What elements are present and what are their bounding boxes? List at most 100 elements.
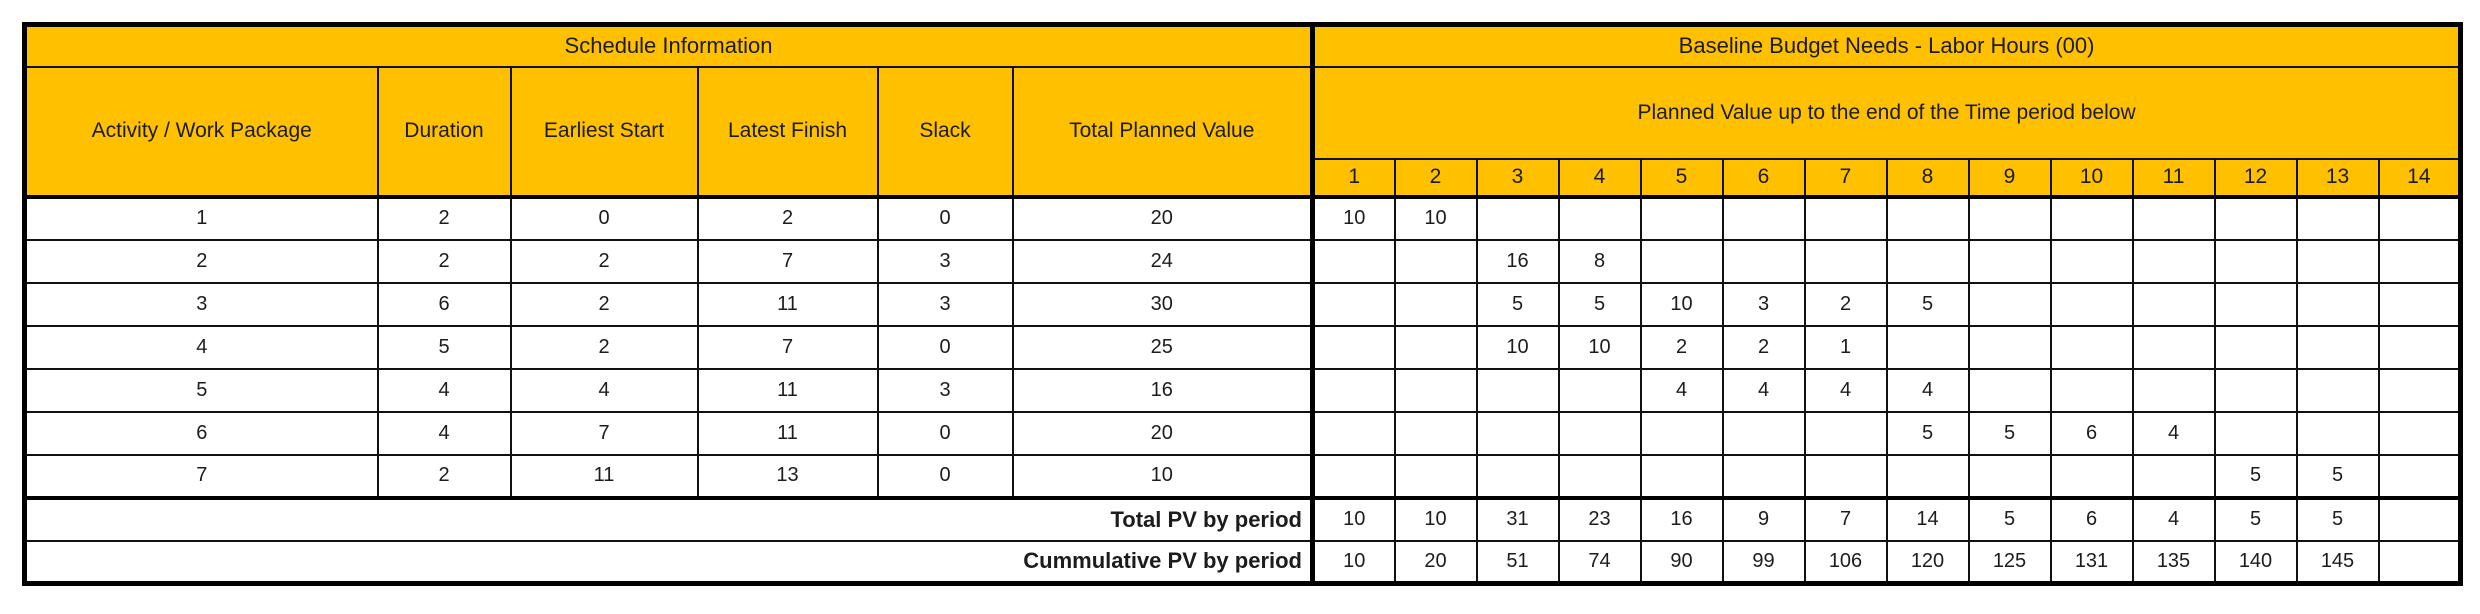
- total-pv-cell-9: 5: [1967, 495, 2052, 542]
- cell-activity: 5: [23, 367, 379, 413]
- cell-duration: 4: [376, 410, 512, 456]
- cell-period-8: [1885, 324, 1970, 370]
- cell-period-14: [2377, 367, 2462, 413]
- cell-period-10: [2049, 367, 2134, 413]
- cell-period-7: [1803, 453, 1888, 499]
- cell-period-11: [2131, 238, 2216, 284]
- cell-period-3: [1475, 410, 1560, 456]
- cell-period-6: [1721, 410, 1806, 456]
- cell-period-4: [1557, 195, 1642, 241]
- cell-period-13: [2295, 367, 2380, 413]
- cell-period-7: 4: [1803, 367, 1888, 413]
- total-pv-cell-14: [2377, 495, 2462, 542]
- col-header-slack: Slack: [876, 65, 1014, 199]
- cell-period-10: [2049, 281, 2134, 327]
- col-header-total-planned-value: Total Planned Value: [1011, 65, 1314, 199]
- period-header: 12: [2213, 157, 2298, 199]
- total-pv-cell-10: 6: [2049, 495, 2134, 542]
- period-header: 10: [2049, 157, 2134, 199]
- total-pv-label: Total PV by period: [23, 495, 1314, 542]
- cell-duration: 2: [376, 195, 512, 241]
- cell-period-2: [1393, 410, 1478, 456]
- cell-period-2: [1393, 367, 1478, 413]
- cell-period-6: 4: [1721, 367, 1806, 413]
- cell-period-7: 1: [1803, 324, 1888, 370]
- cell-activity: 4: [23, 324, 379, 370]
- cumulative-pv-cell-10: 131: [2049, 539, 2134, 585]
- cell-period-8: 4: [1885, 367, 1970, 413]
- cell-period-3: [1475, 453, 1560, 499]
- cell-period-5: 2: [1639, 324, 1724, 370]
- cumulative-pv-cell-1: 10: [1310, 539, 1396, 585]
- activity-row: 7 2 11 13 0 10 5 5: [23, 453, 2462, 499]
- cumulative-pv-row: Cummulative PV by period 10 20 51 74 90 99 106 1…: [23, 539, 2462, 585]
- cell-period-6: [1721, 238, 1806, 284]
- cell-period-2: [1393, 281, 1478, 327]
- cell-total-planned-value: 24: [1011, 238, 1314, 284]
- period-header: 14: [2377, 157, 2462, 199]
- cell-period-9: [1967, 324, 2052, 370]
- cell-period-10: 6: [2049, 410, 2134, 456]
- activity-row: 6 4 7 11 0 20 5 5 6 4: [23, 410, 2462, 456]
- cell-period-1: 10: [1310, 195, 1396, 241]
- cell-period-5: [1639, 453, 1724, 499]
- cell-latest-finish: 11: [696, 410, 879, 456]
- cell-period-11: [2131, 367, 2216, 413]
- period-header: 7: [1803, 157, 1888, 199]
- cell-total-planned-value: 20: [1011, 410, 1314, 456]
- activity-row: 4 5 2 7 0 25 10 10 2 2 1: [23, 324, 2462, 370]
- cell-earliest-start: 2: [509, 238, 699, 284]
- cell-period-14: [2377, 453, 2462, 499]
- cell-period-12: [2213, 195, 2298, 241]
- cell-slack: 3: [876, 281, 1014, 327]
- total-pv-cell-2: 10: [1393, 495, 1478, 542]
- cell-period-12: [2213, 324, 2298, 370]
- cell-period-10: [2049, 195, 2134, 241]
- cell-duration: 4: [376, 367, 512, 413]
- cell-period-4: [1557, 453, 1642, 499]
- total-pv-cell-3: 31: [1475, 495, 1560, 542]
- cell-activity: 3: [23, 281, 379, 327]
- cell-period-4: 8: [1557, 238, 1642, 284]
- cell-period-7: [1803, 410, 1888, 456]
- cell-period-13: [2295, 410, 2380, 456]
- cell-period-9: [1967, 238, 2052, 284]
- cell-period-9: [1967, 367, 2052, 413]
- cell-period-8: 5: [1885, 410, 1970, 456]
- cumulative-pv-cell-14: [2377, 539, 2462, 585]
- cell-period-1: [1310, 410, 1396, 456]
- cell-period-5: [1639, 238, 1724, 284]
- cell-period-13: [2295, 238, 2380, 284]
- total-pv-cell-8: 14: [1885, 495, 1970, 542]
- cell-period-11: [2131, 195, 2216, 241]
- activity-row: 3 6 2 11 3 30 5 5 10 3 2 5: [23, 281, 2462, 327]
- cell-period-3: [1475, 367, 1560, 413]
- section-title-row: Schedule Information Baseline Budget Nee…: [23, 23, 2462, 68]
- cell-period-7: 2: [1803, 281, 1888, 327]
- cell-period-8: [1885, 195, 1970, 241]
- cell-total-planned-value: 10: [1011, 453, 1314, 499]
- cell-period-9: [1967, 453, 2052, 499]
- cell-slack: 0: [876, 453, 1014, 499]
- cell-period-1: [1310, 281, 1396, 327]
- total-pv-cell-5: 16: [1639, 495, 1724, 542]
- cumulative-pv-cell-2: 20: [1393, 539, 1478, 585]
- total-pv-cell-13: 5: [2295, 495, 2380, 542]
- cell-total-planned-value: 25: [1011, 324, 1314, 370]
- cell-period-2: [1393, 238, 1478, 284]
- cell-period-7: [1803, 238, 1888, 284]
- cell-earliest-start: 11: [509, 453, 699, 499]
- period-header: 9: [1967, 157, 2052, 199]
- cell-period-10: [2049, 453, 2134, 499]
- cell-total-planned-value: 30: [1011, 281, 1314, 327]
- cumulative-pv-cell-6: 99: [1721, 539, 1806, 585]
- cell-period-14: [2377, 238, 2462, 284]
- period-header: 11: [2131, 157, 2216, 199]
- cell-period-6: [1721, 195, 1806, 241]
- period-header-row: 1 2 3 4 5 6 7 8 9 10 11 12 13 14: [25, 157, 2462, 199]
- period-header: 2: [1393, 157, 1478, 199]
- cumulative-pv-cell-13: 145: [2295, 539, 2380, 585]
- cell-duration: 6: [376, 281, 512, 327]
- cell-period-3: [1475, 195, 1560, 241]
